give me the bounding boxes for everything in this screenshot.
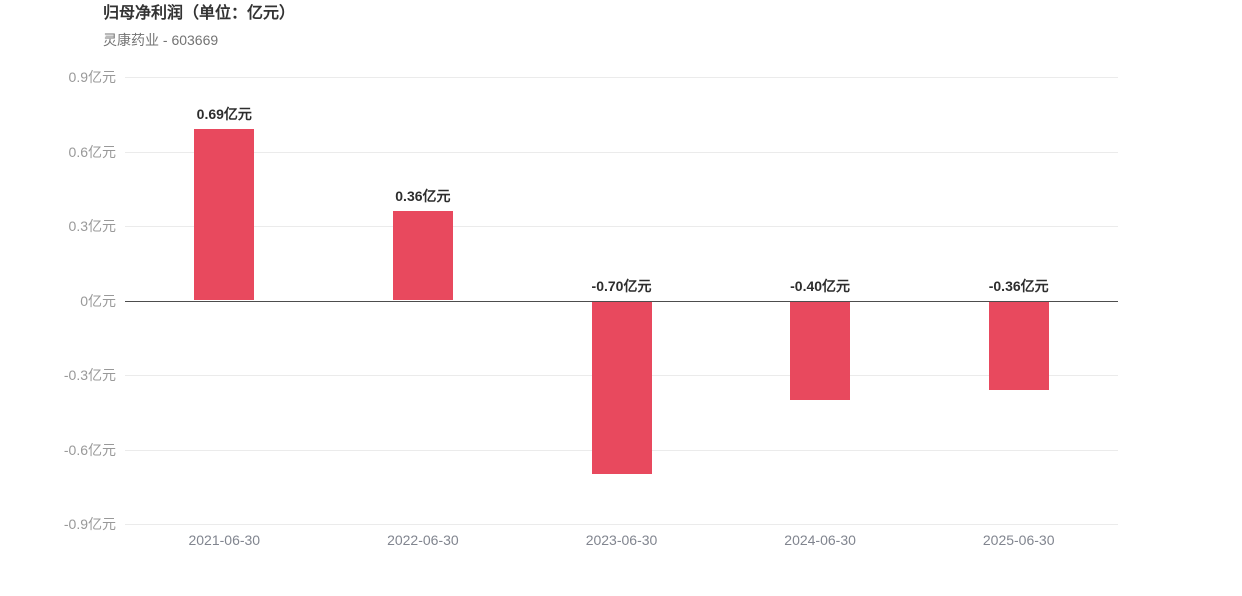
chart-title: 归母净利润（单位：亿元） bbox=[103, 5, 296, 22]
bar-chart-plot-area: 0.9亿元 0.6亿元 0.3亿元 0亿元 -0.3亿元 -0.6亿元 -0.9亿元 0.69… bbox=[64, 69, 1118, 548]
y-axis-tick-label: 0.3亿元 bbox=[68, 218, 116, 234]
x-axis-tick-label: 2022-06-30 bbox=[387, 532, 459, 548]
zero-axis-line bbox=[125, 300, 1118, 302]
bar-value-label: 0.69亿元 bbox=[196, 106, 252, 123]
y-axis-tick-label: -0.9亿元 bbox=[63, 516, 116, 532]
bar-2021-06-30[interactable] bbox=[194, 129, 255, 301]
grid-line bbox=[125, 524, 1118, 525]
chart-subtitle: 灵康药业 - 603669 bbox=[103, 32, 219, 48]
bar-value-label: 0.36亿元 bbox=[395, 188, 451, 205]
bar-2025-06-30[interactable] bbox=[988, 300, 1049, 390]
grid-line bbox=[125, 226, 1118, 227]
x-axis-tick-label: 2021-06-30 bbox=[188, 532, 261, 548]
y-axis-tick-label: 0亿元 bbox=[80, 292, 116, 309]
bar-value-label: -0.70亿元 bbox=[591, 277, 652, 294]
y-axis-tick-label: -0.3亿元 bbox=[63, 367, 116, 383]
grid-line bbox=[125, 77, 1118, 78]
bar-2022-06-30[interactable] bbox=[392, 211, 453, 301]
chart-header: 归母净利润（单位：亿元） 灵康药业 - 603669 bbox=[103, 4, 295, 49]
x-axis-tick-label: 2023-06-30 bbox=[585, 532, 658, 548]
y-axis-tick-label: 0.6亿元 bbox=[68, 143, 116, 160]
bar-value-label: -0.36亿元 bbox=[988, 277, 1049, 294]
x-axis-tick-label: 2025-06-30 bbox=[982, 532, 1055, 548]
y-axis-tick-label: -0.6亿元 bbox=[63, 441, 116, 458]
grid-line bbox=[125, 151, 1118, 153]
y-axis-tick-label: 0.9亿元 bbox=[68, 69, 116, 85]
bar-2023-06-30[interactable] bbox=[591, 300, 652, 475]
x-axis-tick-label: 2024-06-30 bbox=[784, 532, 856, 548]
bar-2024-06-30[interactable] bbox=[790, 300, 851, 400]
bar-value-label: -0.40亿元 bbox=[790, 277, 851, 294]
